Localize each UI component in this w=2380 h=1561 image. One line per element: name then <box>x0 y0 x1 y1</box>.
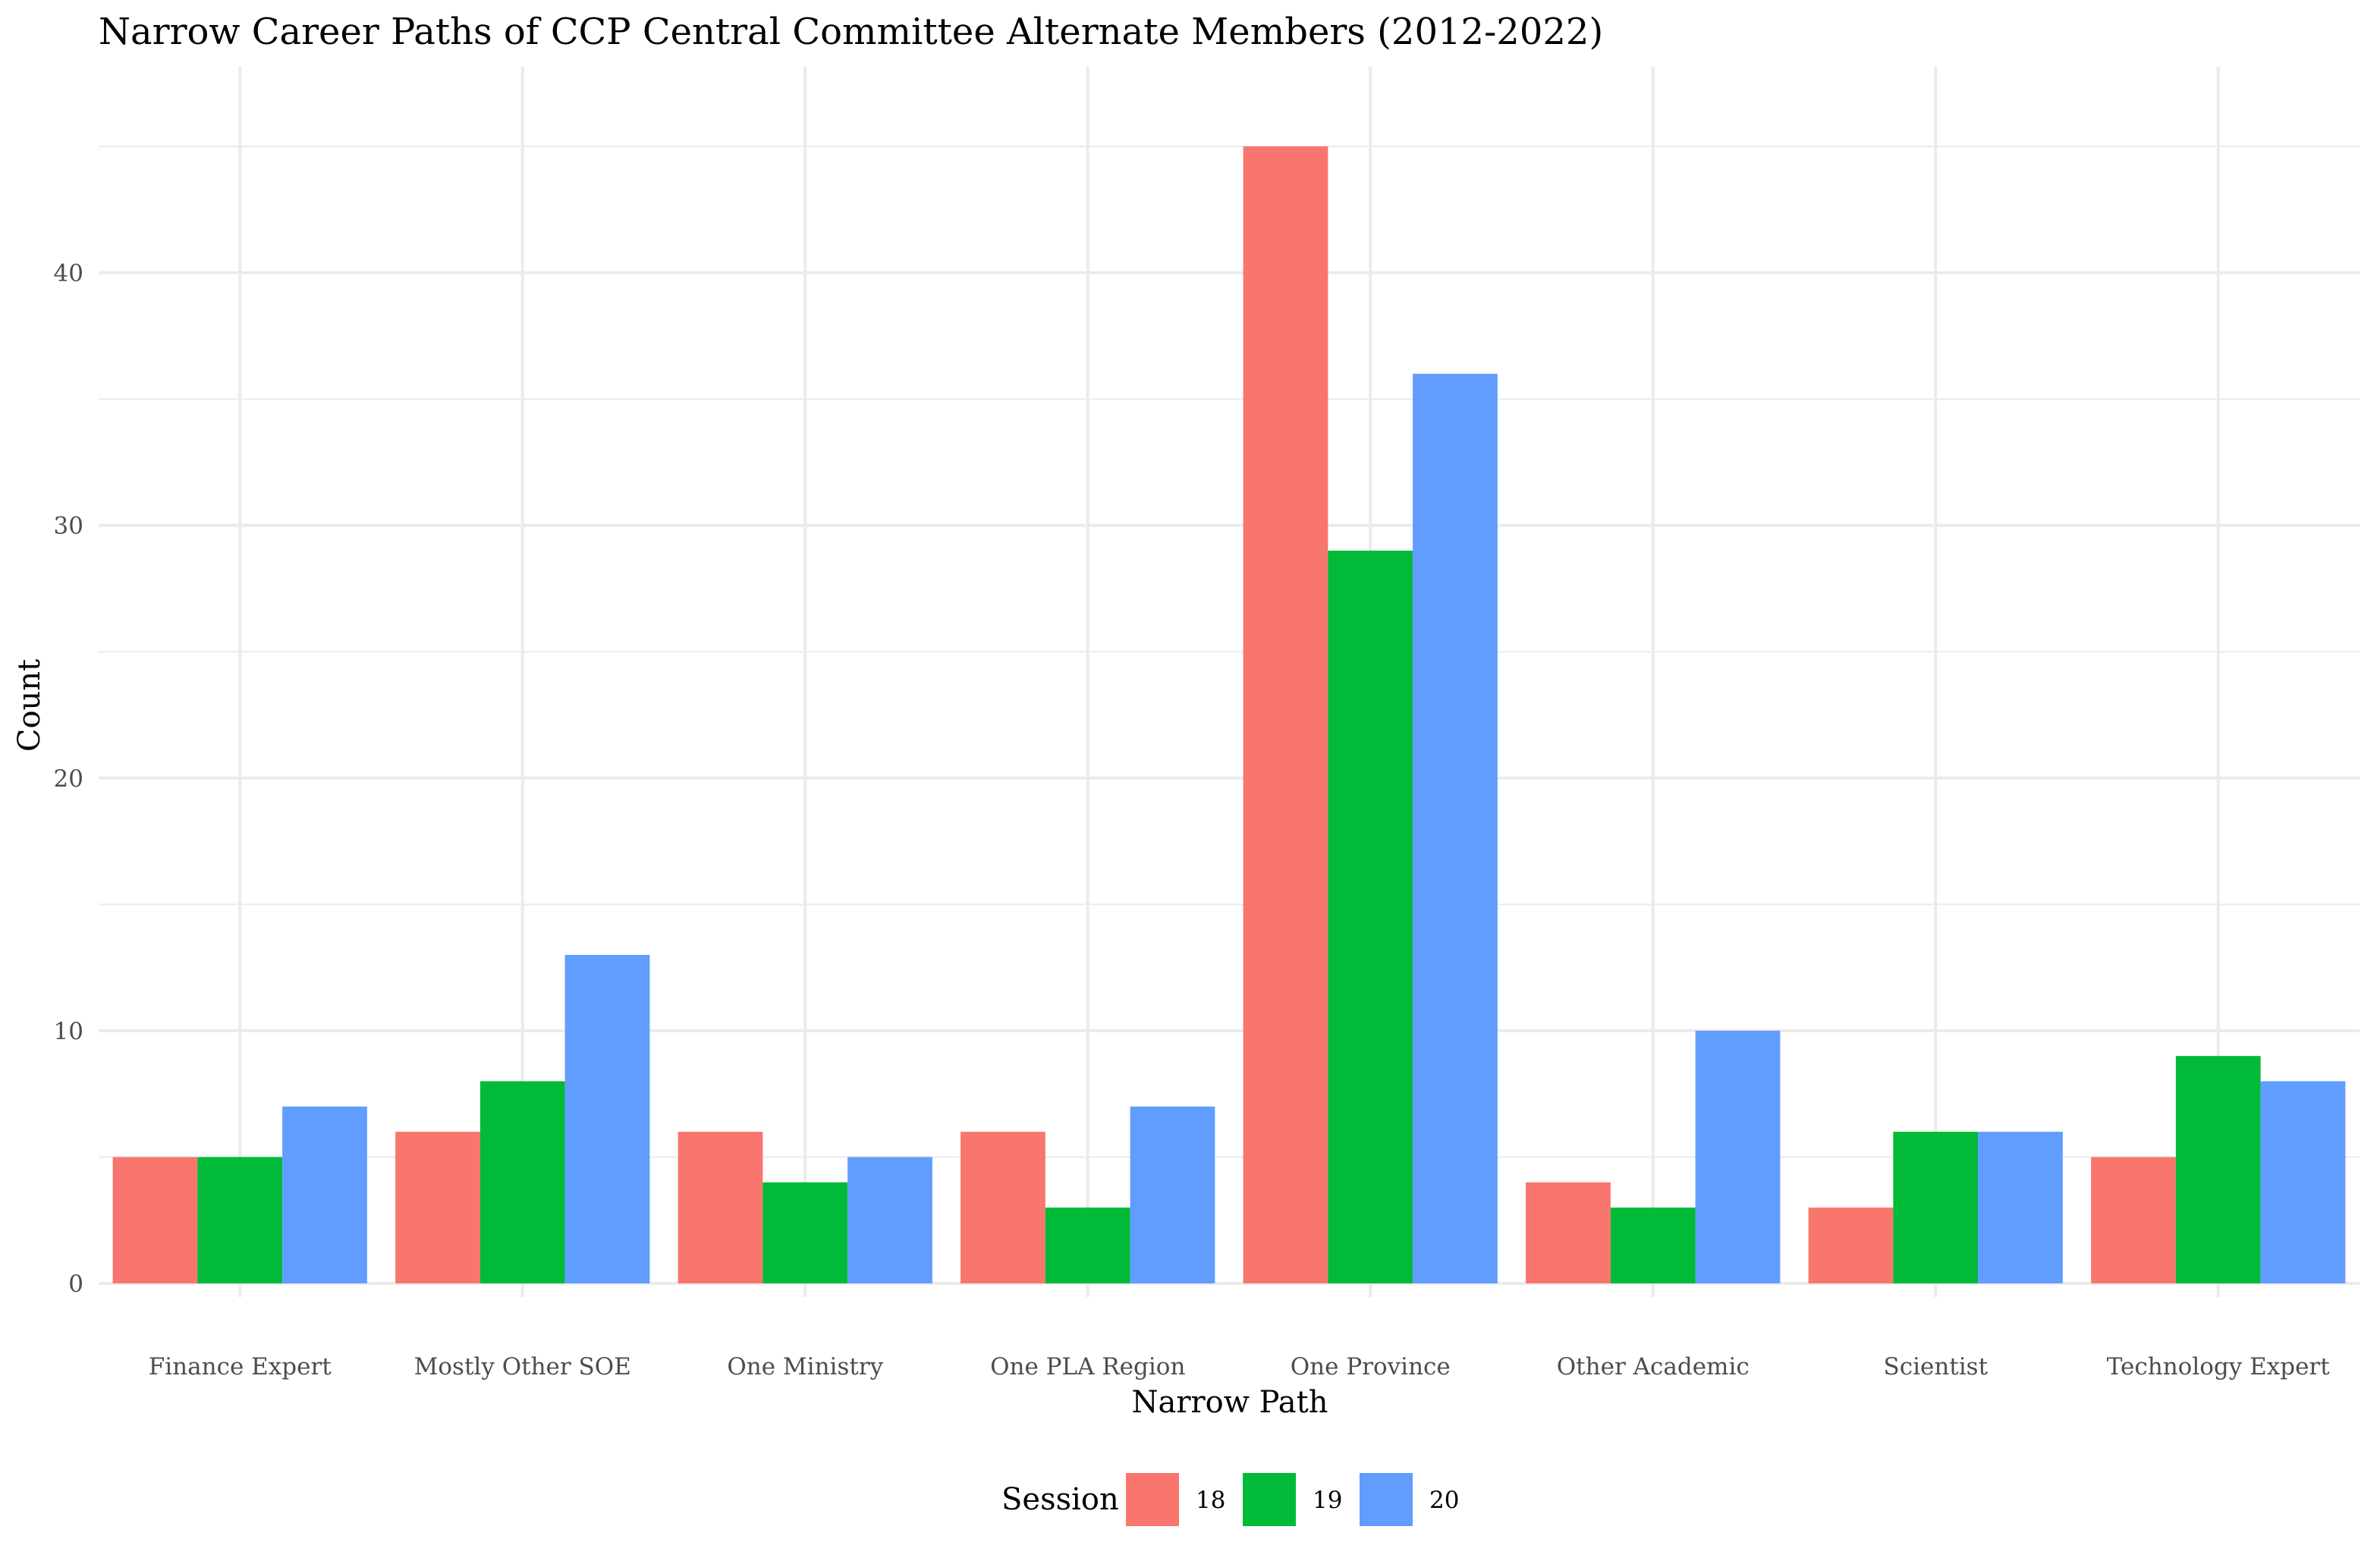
bars <box>112 146 2346 1283</box>
legend-key-session-19 <box>1243 1473 1296 1526</box>
bar-one-pla-region-session-19 <box>1045 1208 1130 1283</box>
y-tick-label: 10 <box>54 1018 83 1045</box>
legend-key-session-18 <box>1126 1473 1179 1526</box>
y-tick-label: 20 <box>54 765 83 793</box>
bar-one-pla-region-session-20 <box>1130 1106 1215 1283</box>
bar-one-province-session-18 <box>1243 146 1328 1283</box>
bar-one-province-session-20 <box>1413 373 1498 1283</box>
y-tick-label: 0 <box>68 1270 83 1298</box>
x-tick-label: Mostly Other SOE <box>414 1353 631 1380</box>
legend-label-session-18: 18 <box>1196 1487 1225 1514</box>
bar-finance-expert-session-18 <box>112 1157 198 1283</box>
x-tick-label: One Ministry <box>727 1353 883 1380</box>
bar-finance-expert-session-19 <box>197 1157 283 1283</box>
bar-one-pla-region-session-18 <box>960 1132 1045 1283</box>
y-axis-ticks: 0 10 20 30 40 <box>54 260 83 1298</box>
bar-scientist-session-20 <box>1978 1132 2063 1283</box>
bar-one-ministry-session-19 <box>762 1182 848 1283</box>
bar-one-ministry-session-18 <box>678 1132 763 1283</box>
bar-other-academic-session-18 <box>1526 1182 1611 1283</box>
bar-technology-expert-session-18 <box>2091 1157 2176 1283</box>
chart-title: Narrow Career Paths of CCP Central Commi… <box>99 11 1603 53</box>
x-tick-label: Finance Expert <box>149 1353 332 1380</box>
bar-one-ministry-session-20 <box>847 1157 932 1283</box>
bar-mostly-other-soe-session-20 <box>564 954 650 1283</box>
x-tick-label: One PLA Region <box>990 1353 1185 1380</box>
bar-scientist-session-18 <box>1808 1208 1894 1283</box>
bar-scientist-session-19 <box>1893 1132 1979 1283</box>
x-tick-label: Other Academic <box>1557 1353 1750 1380</box>
x-tick-label: Technology Expert <box>2107 1353 2330 1380</box>
y-tick-label: 40 <box>54 260 83 287</box>
legend: Session 18 19 20 <box>1001 1473 1459 1526</box>
legend-label-session-20: 20 <box>1429 1487 1459 1514</box>
legend-label-session-19: 19 <box>1313 1487 1342 1514</box>
bar-technology-expert-session-20 <box>2260 1081 2346 1283</box>
legend-key-session-20 <box>1360 1473 1413 1526</box>
x-axis-ticks: Finance Expert Mostly Other SOE One Minist… <box>149 1353 2330 1380</box>
x-tick-label: Scientist <box>1883 1353 1988 1380</box>
x-axis-title: Narrow Path <box>1132 1385 1328 1420</box>
bar-other-academic-session-19 <box>1610 1208 1696 1283</box>
y-tick-label: 30 <box>54 513 83 540</box>
bar-finance-expert-session-20 <box>282 1106 367 1283</box>
x-tick-label: One Province <box>1291 1353 1451 1380</box>
bar-technology-expert-session-19 <box>2175 1056 2261 1283</box>
bar-mostly-other-soe-session-19 <box>479 1081 565 1283</box>
legend-title: Session <box>1001 1482 1119 1517</box>
bar-other-academic-session-20 <box>1695 1030 1781 1283</box>
bar-mostly-other-soe-session-18 <box>395 1132 480 1283</box>
grid <box>99 67 2360 1297</box>
y-axis-title: Count <box>12 659 47 752</box>
bar-one-province-session-19 <box>1328 550 1413 1283</box>
